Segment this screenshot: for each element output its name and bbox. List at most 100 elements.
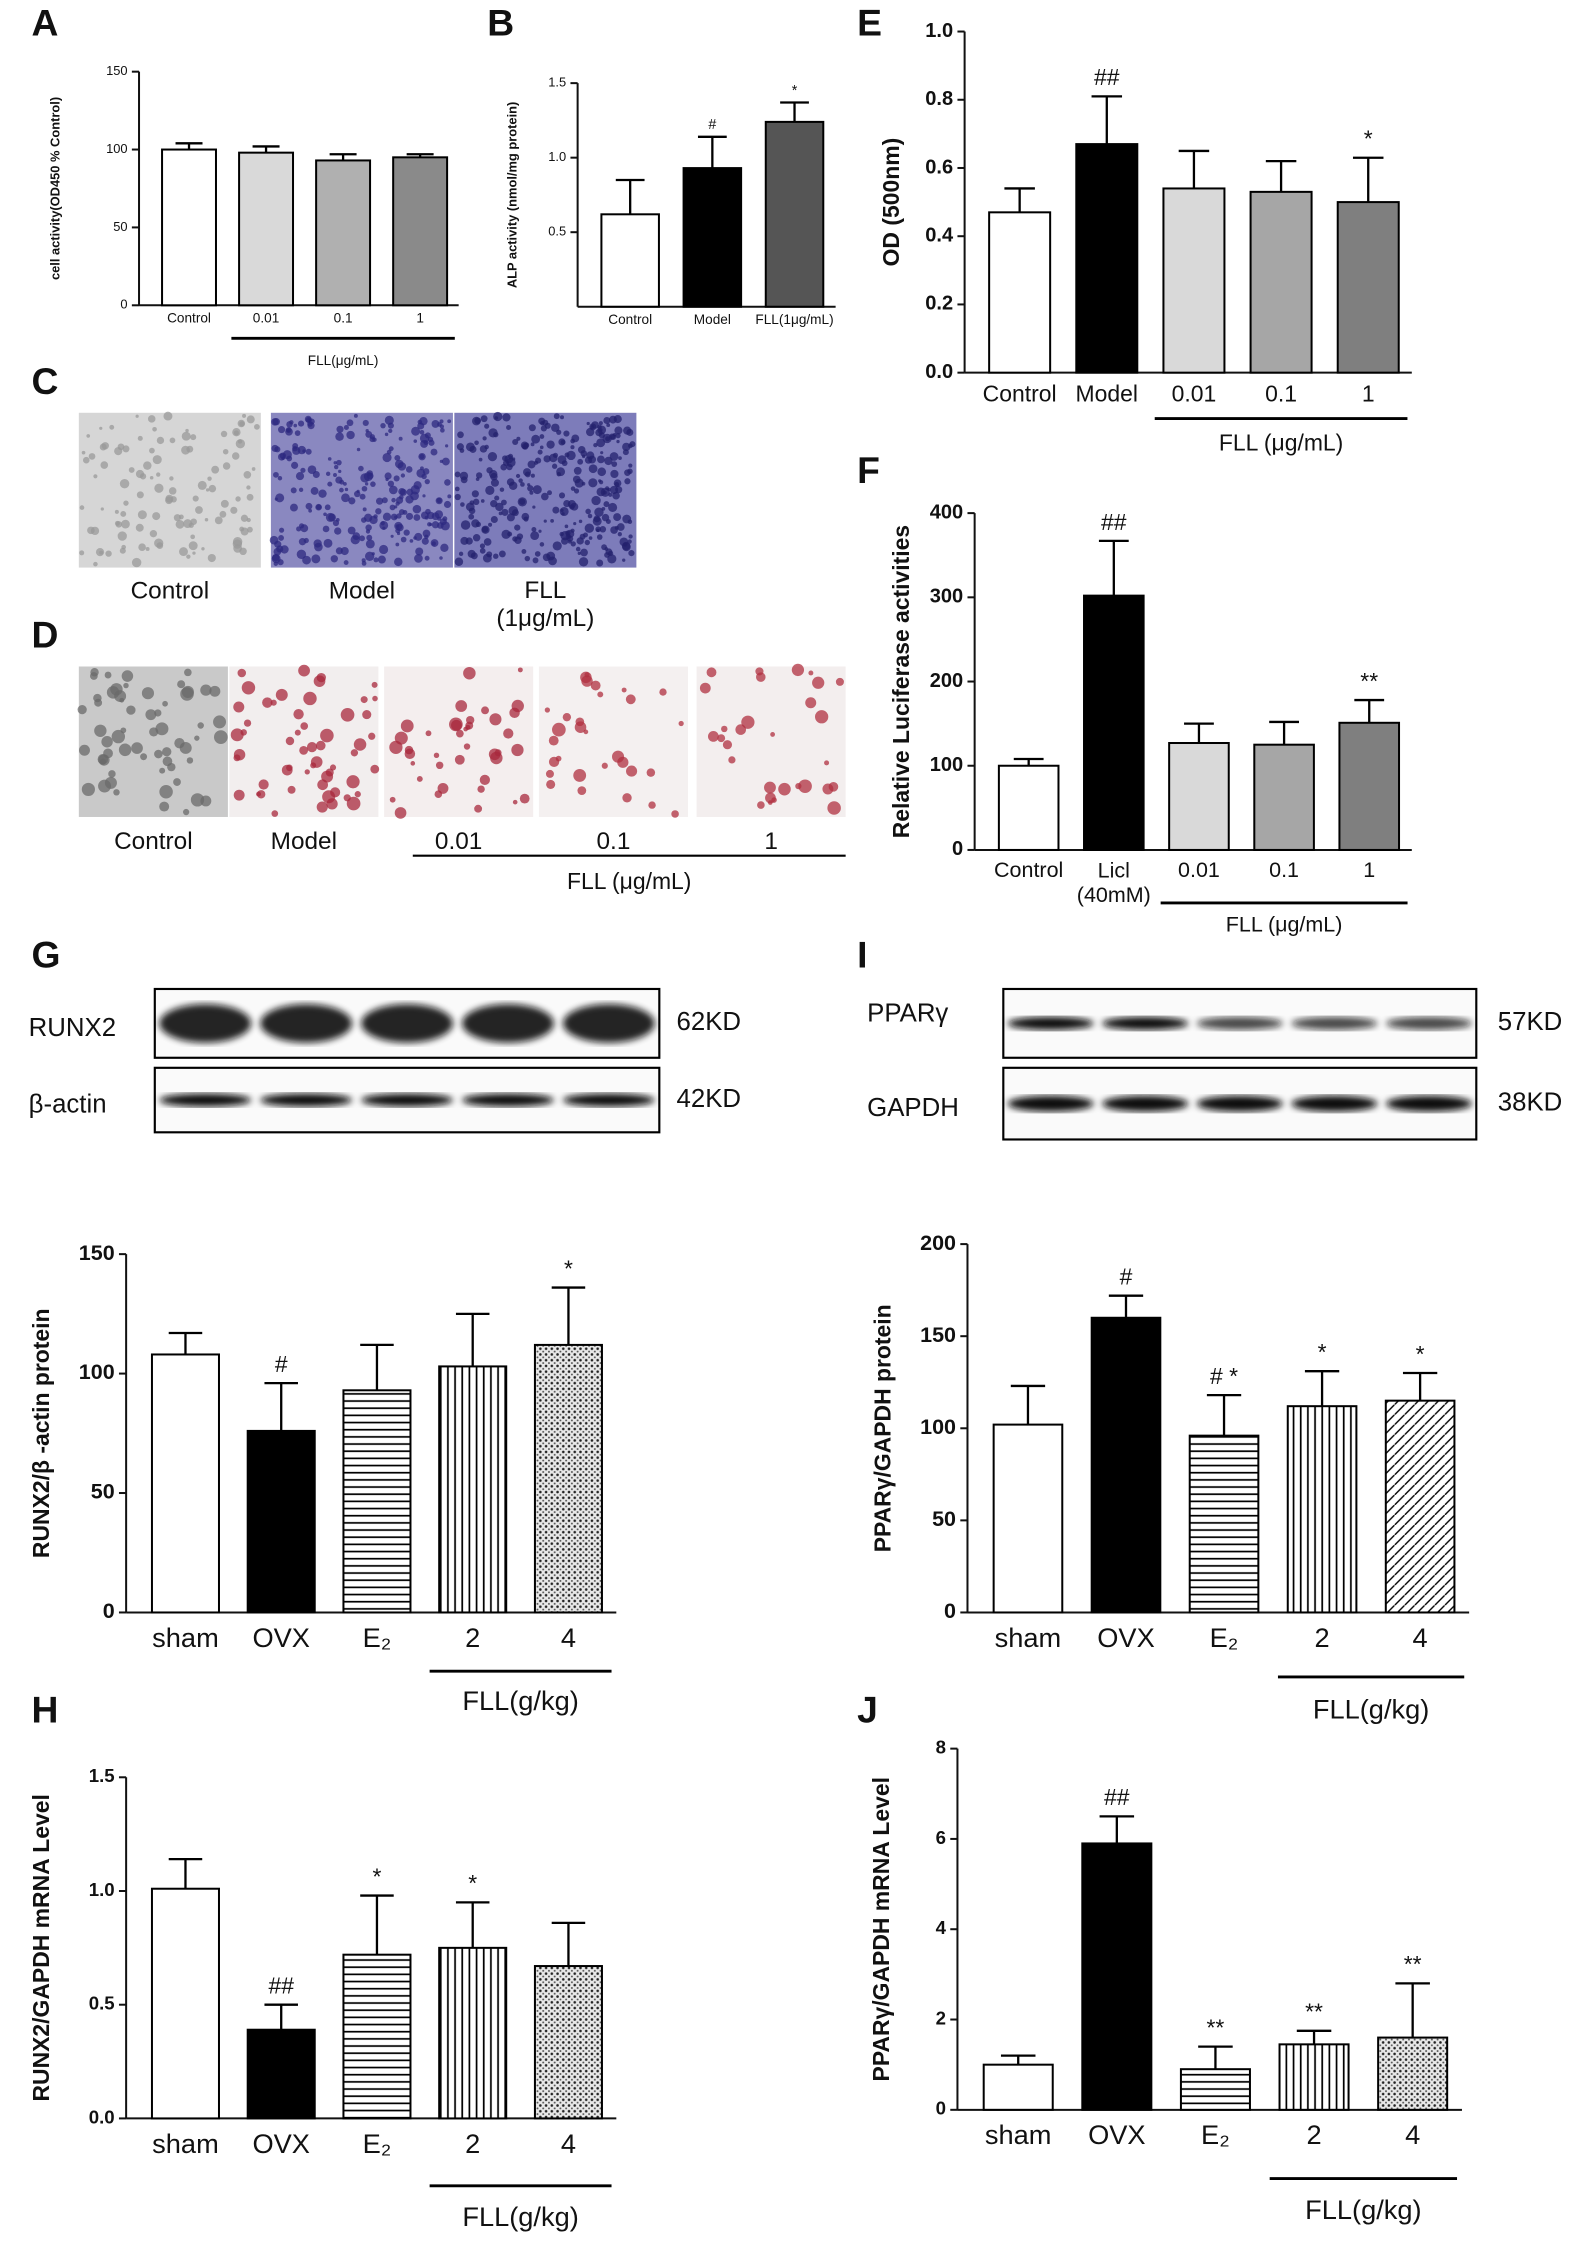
cell <box>573 466 582 475</box>
cell <box>509 707 520 719</box>
cell <box>601 762 608 769</box>
cell <box>334 527 342 535</box>
cell <box>472 533 481 542</box>
cell <box>434 790 443 799</box>
cell <box>105 550 112 557</box>
cell <box>622 558 626 562</box>
cell <box>140 753 148 761</box>
cell <box>603 501 610 508</box>
x-tick-label: 1 <box>1363 858 1375 882</box>
cell <box>330 555 338 563</box>
image-label: FLL (1μg/mL) <box>496 577 594 632</box>
cell <box>182 808 190 816</box>
bar <box>1253 743 1315 851</box>
cell <box>597 424 602 430</box>
cell <box>316 672 326 683</box>
cell <box>534 551 541 557</box>
cell <box>317 779 329 791</box>
blot-band <box>1386 1016 1472 1030</box>
cell <box>581 675 593 687</box>
error-bar <box>168 1331 203 1355</box>
cell <box>454 493 461 501</box>
bar <box>1249 190 1313 374</box>
cell <box>104 671 112 679</box>
significance-label: ## <box>1104 1784 1130 1810</box>
x-tick-label: 4 <box>1405 2119 1420 2150</box>
cell <box>741 715 755 729</box>
cell <box>88 453 96 460</box>
cell <box>584 523 595 533</box>
cell <box>306 742 318 753</box>
cell <box>514 524 521 531</box>
cell <box>621 687 627 693</box>
cell <box>404 748 416 760</box>
y-tick-label: 1.5 <box>89 1765 115 1786</box>
cell <box>186 554 191 559</box>
cell <box>346 430 355 440</box>
bar <box>1081 1842 1153 2111</box>
cell <box>388 446 394 452</box>
cell <box>590 680 601 691</box>
error-bar <box>168 1858 203 1889</box>
significance-label: ** <box>1207 2014 1225 2040</box>
significance-label: # <box>708 117 716 133</box>
cell <box>350 749 359 757</box>
cell <box>213 730 228 744</box>
cell <box>590 425 595 430</box>
cell <box>395 501 400 506</box>
cell <box>571 434 580 443</box>
cell <box>552 722 566 737</box>
cell <box>278 535 284 541</box>
cell <box>194 735 200 741</box>
cell <box>184 668 192 677</box>
y-tick-label: 100 <box>106 141 127 156</box>
cell <box>422 468 430 475</box>
cell <box>521 549 527 554</box>
cell <box>486 551 493 558</box>
error-bar <box>551 1921 586 1967</box>
cell <box>93 561 98 567</box>
cell <box>384 415 394 425</box>
y-tick-label: 100 <box>79 1360 115 1384</box>
cell <box>220 499 229 508</box>
cell <box>582 532 588 538</box>
cell <box>366 534 373 541</box>
cell <box>126 705 136 715</box>
cell <box>588 464 598 474</box>
cell <box>122 445 130 453</box>
cell <box>341 493 350 503</box>
cell <box>299 523 305 529</box>
cell <box>502 413 511 422</box>
significance-label: * <box>792 83 798 99</box>
cell <box>375 508 382 515</box>
cell <box>316 504 322 510</box>
cell <box>396 531 401 536</box>
cell <box>237 668 247 678</box>
x-tick-label: Control <box>167 311 211 326</box>
cell <box>577 458 584 465</box>
significance-label: ** <box>1305 1999 1323 2025</box>
cell <box>599 428 603 432</box>
cell <box>478 457 483 462</box>
image-label: Control <box>131 577 210 604</box>
cell <box>415 547 424 556</box>
cell <box>409 539 414 543</box>
y-axis-label: RUNX2/GAPDH mRNA Level <box>28 1794 54 2101</box>
cell <box>93 693 102 703</box>
y-tick-label: 150 <box>920 1323 956 1347</box>
cell <box>483 538 492 546</box>
cell <box>605 486 610 491</box>
cell <box>516 436 521 441</box>
cell <box>310 756 323 768</box>
cell <box>128 467 135 473</box>
cell <box>531 434 541 444</box>
cell <box>428 439 435 446</box>
cell <box>235 496 241 502</box>
cell <box>764 781 776 794</box>
error-bar <box>697 135 727 169</box>
cell <box>475 477 480 481</box>
cell <box>532 485 542 495</box>
cell <box>596 559 604 567</box>
cell <box>443 500 452 509</box>
